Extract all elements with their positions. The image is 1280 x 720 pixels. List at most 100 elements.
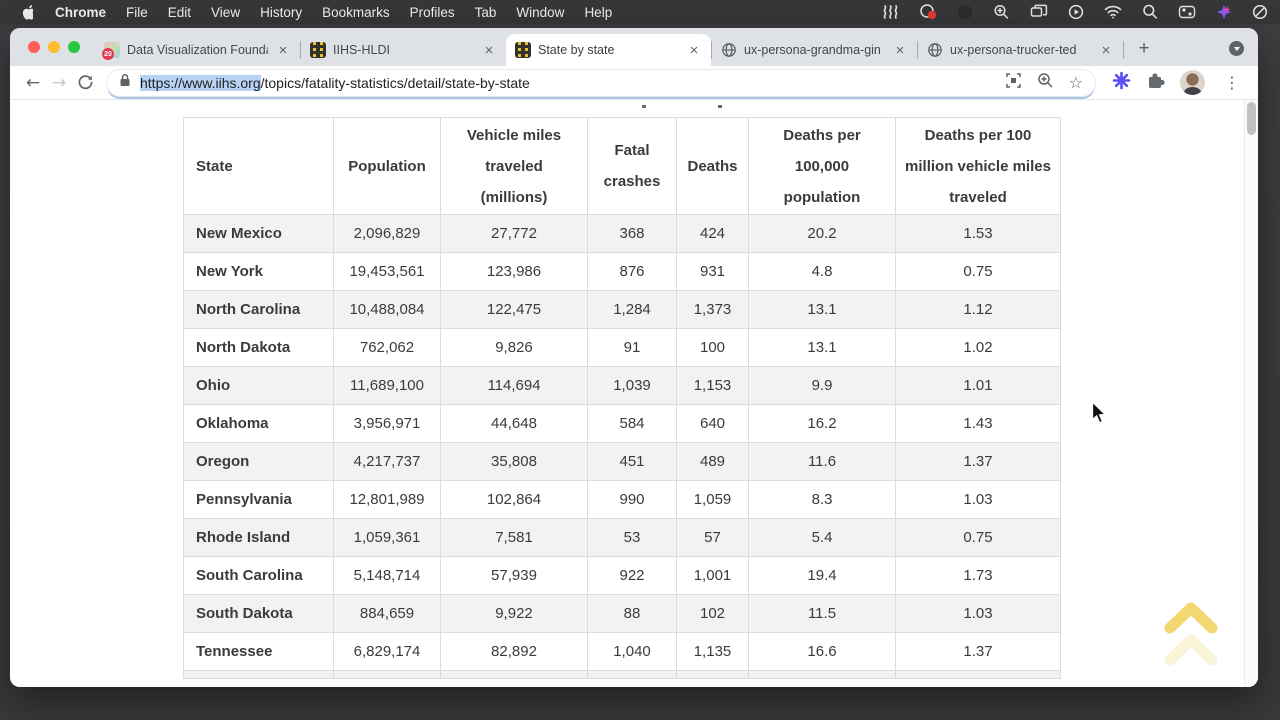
- tab-search-menu-button[interactable]: [1229, 41, 1244, 56]
- macos-menu-bar: Chrome File Edit View History Bookmarks Profi…: [0, 0, 1280, 24]
- minimize-window-button[interactable]: [48, 41, 60, 53]
- column-header: State: [183, 117, 334, 215]
- value-cell: 13.1: [748, 290, 896, 329]
- wifi-icon[interactable]: [1104, 5, 1122, 19]
- back-button[interactable]: ←: [25, 72, 41, 93]
- mission-control-icon[interactable]: [1030, 4, 1048, 20]
- close-window-button[interactable]: [28, 41, 40, 53]
- table-row: South Carolina 5,148,714 57,939 922 1,001 19.…: [183, 556, 1061, 595]
- fatality-statistics-table: State Population Vehicle miles traveled (m…: [183, 117, 1061, 679]
- url-text[interactable]: https://www.iihs.org/topics/fatality-sta…: [140, 74, 530, 91]
- extensions-puzzle-icon[interactable]: [1146, 71, 1165, 95]
- control-center-icon[interactable]: [1178, 5, 1196, 19]
- waves-icon[interactable]: [882, 4, 899, 20]
- reload-button[interactable]: [72, 73, 98, 93]
- column-header: Fatal crashes: [587, 117, 677, 215]
- menu-file[interactable]: File: [126, 4, 148, 20]
- assistant-sparkle-icon[interactable]: [1216, 4, 1232, 20]
- state-cell: Ohio: [183, 366, 334, 405]
- value-cell: 122,475: [440, 290, 588, 329]
- zoom-plus-icon[interactable]: [993, 4, 1010, 20]
- value-cell: 11,689,100: [333, 366, 441, 405]
- qr-code-icon[interactable]: [1005, 72, 1022, 94]
- value-cell: 1.43: [895, 404, 1061, 443]
- value-cell: 123,986: [440, 252, 588, 291]
- tab-ux-persona-trucker[interactable]: ux-persona-trucker-ted ×: [918, 34, 1123, 66]
- value-cell: 1,284: [587, 290, 677, 329]
- value-cell: 9.9: [748, 366, 896, 405]
- menu-chrome[interactable]: Chrome: [55, 4, 107, 20]
- zoom-window-button[interactable]: [68, 41, 80, 53]
- close-tab-icon[interactable]: ×: [689, 41, 699, 59]
- tab-state-by-state[interactable]: State by state ×: [506, 34, 711, 66]
- bookmark-star-icon[interactable]: ☆: [1068, 73, 1083, 92]
- apple-menu-icon[interactable]: [20, 4, 33, 20]
- value-cell: 1.03: [895, 594, 1061, 633]
- forward-button[interactable]: →: [51, 72, 67, 93]
- value-cell: 1,039: [587, 366, 677, 405]
- menu-history[interactable]: History: [260, 4, 303, 20]
- menu-view[interactable]: View: [211, 4, 241, 20]
- new-tab-button[interactable]: +: [1138, 38, 1150, 59]
- value-cell: 1,153: [676, 366, 749, 405]
- table-row: Ohio 11,689,100 114,694 1,039 1,153 9.9 1.01: [183, 366, 1061, 405]
- value-cell: 57,939: [440, 556, 588, 595]
- zoom-in-icon[interactable]: [1037, 72, 1054, 94]
- tab-divider: [711, 41, 712, 59]
- clipped-heading-fragment: [642, 105, 646, 108]
- menu-help[interactable]: Help: [584, 4, 613, 20]
- value-cell: 1.53: [895, 214, 1061, 253]
- scroll-to-top-button[interactable]: [1160, 598, 1222, 675]
- tab-iihs-hldi[interactable]: IIHS-HLDI ×: [301, 34, 506, 66]
- state-cell: Rhode Island: [183, 518, 334, 557]
- url-selected-text: https://www.iihs.org: [140, 74, 261, 91]
- padlock-icon[interactable]: [119, 73, 131, 92]
- menu-window[interactable]: Window: [516, 4, 565, 20]
- scrollbar-track[interactable]: [1244, 100, 1258, 687]
- value-cell: 10,488,084: [333, 290, 441, 329]
- value-cell: 88: [587, 594, 677, 633]
- value-cell: 368: [587, 214, 677, 253]
- menu-profiles[interactable]: Profiles: [409, 4, 455, 20]
- screen-record-icon[interactable]: [919, 4, 937, 20]
- asterisk-extension-icon[interactable]: [1112, 71, 1131, 95]
- value-cell: 4.8: [748, 252, 896, 291]
- value-cell: 1,059: [676, 480, 749, 519]
- address-bar[interactable]: https://www.iihs.org/topics/fatality-sta…: [106, 68, 1096, 97]
- value-cell: 584: [587, 404, 677, 443]
- value-cell: 19,453,561: [333, 252, 441, 291]
- value-cell: 16.6: [748, 632, 896, 671]
- menu-tab[interactable]: Tab: [474, 4, 497, 20]
- value-cell: 1.37: [895, 632, 1061, 671]
- column-header: Population: [333, 117, 441, 215]
- value-cell: 1,059,361: [333, 518, 441, 557]
- tab-data-visualization[interactable]: 20 Data Visualization Founda ×: [95, 34, 300, 66]
- value-cell: 1,135: [676, 632, 749, 671]
- table-row: South Dakota 884,659 9,922 88 102 11.5 1.03: [183, 594, 1061, 633]
- close-tab-icon[interactable]: ×: [895, 41, 905, 59]
- camera-indicator-icon[interactable]: [957, 4, 973, 20]
- close-tab-icon[interactable]: ×: [1101, 41, 1111, 59]
- tab-ux-persona-grandma[interactable]: ux-persona-grandma-gin ×: [712, 34, 917, 66]
- menu-bookmarks[interactable]: Bookmarks: [322, 4, 390, 20]
- do-not-disturb-icon[interactable]: [1252, 4, 1268, 20]
- value-cell: 5.4: [748, 518, 896, 557]
- value-cell: 1.01: [895, 366, 1061, 405]
- tab-divider: [300, 41, 301, 59]
- value-cell: 20.2: [748, 214, 896, 253]
- menu-edit[interactable]: Edit: [167, 4, 192, 20]
- close-tab-icon[interactable]: ×: [278, 41, 288, 59]
- table-row: New Mexico 2,096,829 27,772 368 424 20.2 1.53: [183, 214, 1061, 253]
- value-cell: 424: [676, 214, 749, 253]
- scrollbar-thumb[interactable]: [1247, 102, 1256, 135]
- value-cell: 11.6: [748, 442, 896, 481]
- spotlight-search-icon[interactable]: [1142, 4, 1158, 20]
- play-circle-icon[interactable]: [1068, 4, 1084, 20]
- value-cell: 35,808: [440, 442, 588, 481]
- dataviz-favicon: 20: [102, 42, 120, 60]
- clipped-heading-fragment: [718, 105, 722, 108]
- close-tab-icon[interactable]: ×: [484, 41, 494, 59]
- value-cell: 4,217,737: [333, 442, 441, 481]
- more-menu-icon[interactable]: ⋮: [1224, 73, 1240, 92]
- profile-avatar[interactable]: [1180, 70, 1205, 95]
